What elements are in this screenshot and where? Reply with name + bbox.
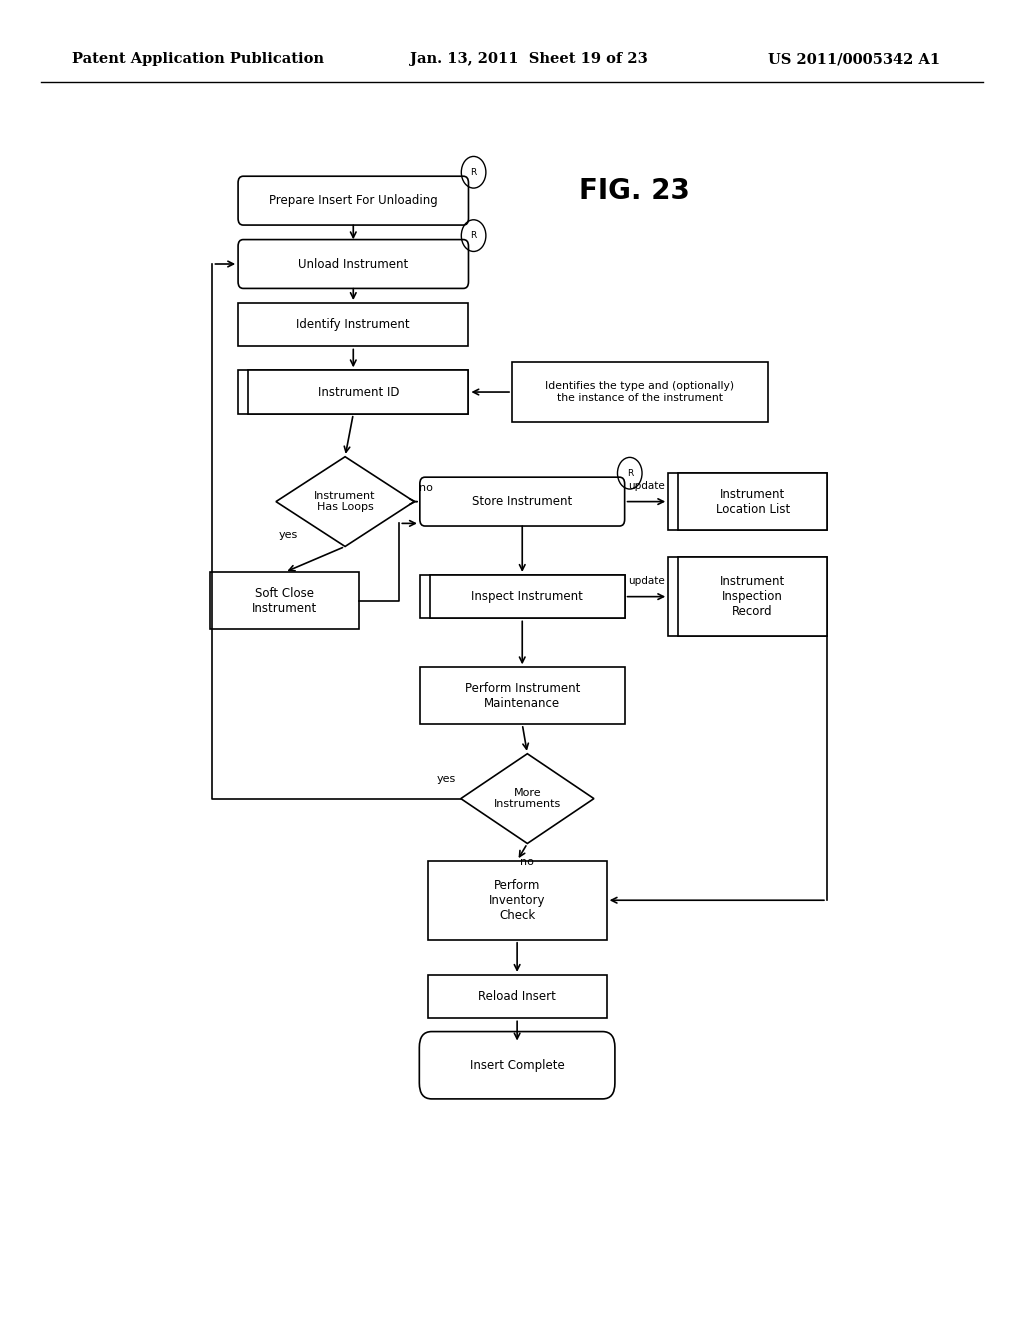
Text: Patent Application Publication: Patent Application Publication bbox=[72, 53, 324, 66]
Bar bbox=[678, 473, 827, 529]
Text: no: no bbox=[420, 483, 433, 494]
Text: yes: yes bbox=[436, 774, 456, 784]
Bar bbox=[238, 302, 469, 346]
Text: Reload Insert: Reload Insert bbox=[478, 990, 556, 1003]
Text: Instrument
Has Loops: Instrument Has Loops bbox=[314, 491, 376, 512]
Text: update: update bbox=[628, 480, 665, 491]
Text: Identify Instrument: Identify Instrument bbox=[297, 318, 410, 331]
Bar bbox=[420, 668, 625, 725]
Text: yes: yes bbox=[279, 529, 298, 540]
Bar bbox=[428, 861, 606, 940]
Text: Prepare Insert For Unloading: Prepare Insert For Unloading bbox=[269, 194, 437, 207]
Text: Jan. 13, 2011  Sheet 19 of 23: Jan. 13, 2011 Sheet 19 of 23 bbox=[410, 53, 647, 66]
FancyBboxPatch shape bbox=[420, 1032, 614, 1098]
Text: R: R bbox=[470, 231, 477, 240]
Text: Instrument
Inspection
Record: Instrument Inspection Record bbox=[720, 576, 785, 618]
Text: Unload Instrument: Unload Instrument bbox=[298, 257, 409, 271]
FancyBboxPatch shape bbox=[238, 240, 469, 288]
Bar bbox=[430, 574, 625, 618]
Bar bbox=[512, 362, 768, 422]
Bar bbox=[238, 370, 469, 414]
Text: no: no bbox=[520, 857, 535, 867]
Text: Identifies the type and (optionally)
the instance of the instrument: Identifies the type and (optionally) the… bbox=[546, 381, 734, 403]
Text: Store Instrument: Store Instrument bbox=[472, 495, 572, 508]
Polygon shape bbox=[461, 754, 594, 843]
Polygon shape bbox=[275, 457, 414, 546]
Bar bbox=[211, 572, 359, 628]
Text: Perform
Inventory
Check: Perform Inventory Check bbox=[488, 879, 546, 921]
Bar bbox=[678, 557, 827, 636]
Bar bbox=[428, 975, 606, 1019]
Text: Insert Complete: Insert Complete bbox=[470, 1059, 564, 1072]
Text: Inspect Instrument: Inspect Instrument bbox=[471, 590, 584, 603]
Bar bbox=[668, 473, 827, 529]
Bar bbox=[668, 557, 827, 636]
Text: Soft Close
Instrument: Soft Close Instrument bbox=[252, 586, 317, 615]
Text: Instrument
Location List: Instrument Location List bbox=[716, 487, 790, 516]
FancyBboxPatch shape bbox=[420, 477, 625, 525]
Bar bbox=[248, 370, 469, 414]
Text: R: R bbox=[627, 469, 633, 478]
FancyBboxPatch shape bbox=[238, 177, 469, 224]
Text: US 2011/0005342 A1: US 2011/0005342 A1 bbox=[768, 53, 940, 66]
Text: Perform Instrument
Maintenance: Perform Instrument Maintenance bbox=[465, 681, 580, 710]
Bar bbox=[420, 574, 625, 618]
Text: FIG. 23: FIG. 23 bbox=[580, 177, 690, 206]
Text: R: R bbox=[470, 168, 477, 177]
Text: update: update bbox=[628, 576, 665, 586]
Text: Instrument ID: Instrument ID bbox=[317, 385, 399, 399]
Text: More
Instruments: More Instruments bbox=[494, 788, 561, 809]
